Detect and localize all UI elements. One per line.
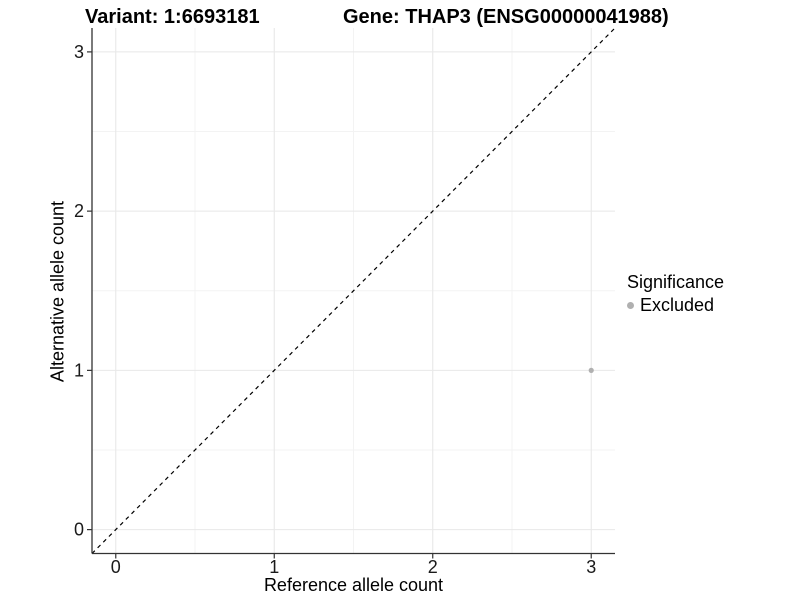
legend: Significance Excluded — [627, 271, 724, 315]
x-tick-label: 2 — [428, 557, 438, 577]
x-tick-label: 3 — [586, 557, 596, 577]
x-tick-label: 0 — [111, 557, 121, 577]
legend-point-icon — [627, 301, 634, 309]
data-point — [588, 367, 594, 373]
plot-title-variant: Variant: 1:6693181 — [85, 6, 260, 28]
x-axis-title: Reference allele count — [263, 575, 444, 595]
plot-title-gene: Gene: THAP3 (ENSG00000041988) — [343, 6, 669, 28]
y-tick-label: 1 — [74, 360, 84, 380]
legend-title: Significance — [627, 272, 725, 292]
y-tick-label: 3 — [74, 42, 84, 62]
x-tick-label: 1 — [269, 557, 279, 577]
legend-item-excluded: Excluded — [627, 295, 724, 315]
identity-reference-line — [91, 27, 616, 554]
y-tick-label: 2 — [74, 201, 84, 221]
y-axis-title: Alternative allele count — [47, 200, 68, 383]
legend-item-label: Excluded — [640, 295, 715, 315]
y-tick-label: 0 — [74, 520, 84, 540]
